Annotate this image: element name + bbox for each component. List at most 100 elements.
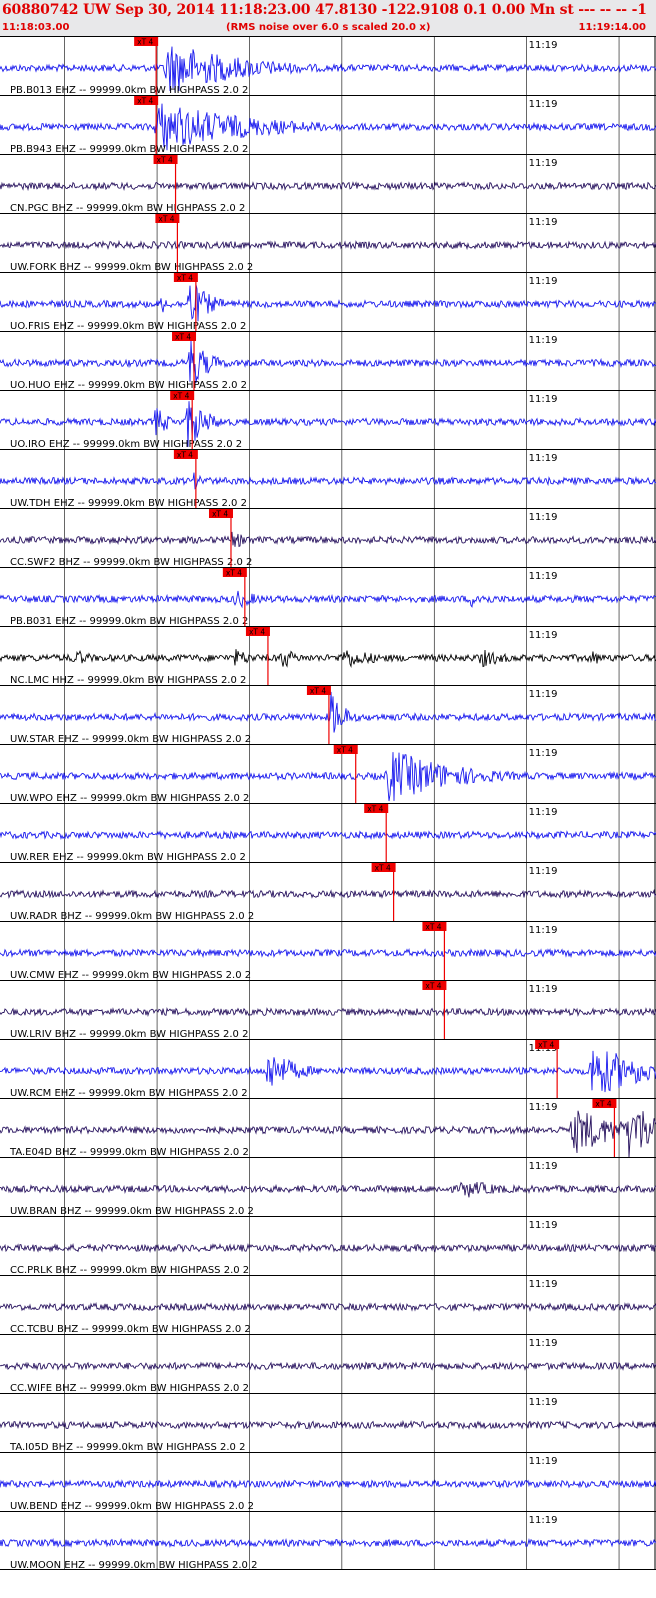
- pick-marker-flag: [535, 1040, 560, 1049]
- channel-row: 11:19 UW.LRIV BHZ -- 99999.0km BW HIGHPAS…: [0, 980, 656, 1040]
- channel-label: CC.WIFE BHZ -- 99999.0km BW HIGHPASS 2.0…: [10, 1383, 249, 1394]
- channel-row: 11:19 UW.TDH EHZ -- 99999.0km BW HIGHPASS…: [0, 449, 656, 509]
- minute-tick-label: 11:19: [529, 1161, 558, 1172]
- minute-tick-label: 11:19: [529, 99, 558, 110]
- channel-row: 11:19 UO.IRO EHZ -- 99999.0km BW HIGHPASS…: [0, 390, 656, 450]
- pick-marker-label: xT 4: [249, 628, 265, 637]
- channel-label: UW.CMW EHZ -- 99999.0km BW HIGHPASS 2.0 …: [10, 970, 251, 981]
- pick-marker-flag: [422, 922, 447, 931]
- waveform-trace: [0, 1181, 656, 1198]
- pick-marker-label: xT 4: [137, 38, 153, 47]
- channel-row: 11:19 UW.BEND EHZ -- 99999.0km BW HIGHPAS…: [0, 1452, 656, 1512]
- channel-row: 11:19 UW.BRAN BHZ -- 99999.0km BW HIGHPAS…: [0, 1157, 656, 1217]
- waveform-trace: [0, 531, 656, 548]
- waveform-trace: [0, 1537, 656, 1548]
- seismogram-plot: 11:19 PB.B013 EHZ -- 99999.0km BW HIGHPAS…: [0, 36, 656, 1571]
- channel-row: 11:19 UO.HUO EHZ -- 99999.0km BW HIGHPASS…: [0, 331, 656, 391]
- pick-marker-label: xT 4: [158, 215, 174, 224]
- pick-marker-label: xT 4: [177, 451, 193, 460]
- pick-marker-flag: [172, 332, 197, 341]
- pick-marker-label: xT 4: [367, 805, 383, 814]
- rms-note: (RMS noise over 6.0 s scaled 20.0 x): [226, 22, 431, 33]
- minute-tick-label: 11:19: [529, 217, 558, 228]
- channel-label: CN.PGC BHZ -- 99999.0km BW HIGHPASS 2.0 …: [10, 203, 245, 214]
- waveform-trace: [0, 888, 656, 899]
- pick-marker-flag: [134, 37, 159, 46]
- waveform-trace: [0, 752, 656, 802]
- channel-row: 11:19 UW.MOON EHZ -- 99999.0km BW HIGHPAS…: [0, 1511, 656, 1571]
- minute-tick-label: 11:19: [529, 394, 558, 405]
- minute-tick-label: 11:19: [529, 453, 558, 464]
- waveform-trace: [0, 1419, 656, 1430]
- minute-tick-label: 11:19: [529, 984, 558, 995]
- waveform-trace: [0, 1242, 656, 1254]
- channel-row: 11:19 TA.E04D BHZ -- 99999.0km BW HIGHPAS…: [0, 1098, 656, 1158]
- channel-label: UO.HUO EHZ -- 99999.0km BW HIGHPASS 2.0 …: [10, 380, 247, 391]
- minute-tick-label: 11:19: [529, 925, 558, 936]
- minute-tick-label: 11:19: [529, 1338, 558, 1349]
- minute-tick-label: 11:19: [529, 1279, 558, 1290]
- pick-marker-label: xT 4: [157, 156, 173, 165]
- channel-label: UW.WPO EHZ -- 99999.0km BW HIGHPASS 2.0 …: [10, 793, 249, 804]
- channel-row: 11:19 CN.PGC BHZ -- 99999.0km BW HIGHPASS…: [0, 154, 656, 214]
- channel-label: UW.MOON EHZ -- 99999.0km BW HIGHPASS 2.0…: [10, 1560, 257, 1571]
- pick-marker-label: xT 4: [425, 923, 441, 932]
- pick-marker-flag: [155, 214, 180, 223]
- channel-label: UW.BRAN BHZ -- 99999.0km BW HIGHPASS 2.0…: [10, 1206, 254, 1217]
- channel-row: 11:19 UW.WPO EHZ -- 99999.0km BW HIGHPASS…: [0, 744, 656, 804]
- pick-marker-label: xT 4: [173, 392, 189, 401]
- pick-marker-label: xT 4: [137, 97, 153, 106]
- channel-label: UW.BEND EHZ -- 99999.0km BW HIGHPASS 2.0…: [10, 1501, 254, 1512]
- window-start-time: 11:18:03.00: [2, 22, 70, 33]
- pick-marker-flag: [371, 863, 396, 872]
- header-bar: 60880742 UW Sep 30, 2014 11:18:23.00 47.…: [0, 0, 656, 36]
- pick-marker-label: xT 4: [425, 982, 441, 991]
- channel-label: UW.FORK BHZ -- 99999.0km BW HIGHPASS 2.0…: [10, 262, 253, 273]
- pick-marker-flag: [222, 568, 247, 577]
- channel-row: 11:19 PB.B031 EHZ -- 99999.0km BW HIGHPAS…: [0, 567, 656, 627]
- pick-marker-flag: [173, 450, 198, 459]
- pick-marker-flag: [134, 96, 159, 105]
- minute-tick-label: 11:19: [529, 276, 558, 287]
- channel-label: UW.STAR EHZ -- 99999.0km BW HIGHPASS 2.0…: [10, 734, 251, 745]
- minute-tick-label: 11:19: [529, 1397, 558, 1408]
- pick-marker-label: xT 4: [226, 569, 242, 578]
- channel-label: UW.RADR BHZ -- 99999.0km BW HIGHPASS 2.0…: [10, 911, 254, 922]
- waveform-trace: [0, 1479, 656, 1489]
- minute-tick-label: 11:19: [529, 571, 558, 582]
- pick-marker-label: xT 4: [212, 510, 228, 519]
- pick-marker-label: xT 4: [310, 687, 326, 696]
- channel-row: 11:19 CC.TCBU BHZ -- 99999.0km BW HIGHPAS…: [0, 1275, 656, 1335]
- pick-marker-flag: [153, 155, 178, 164]
- channel-label: TA.I05D BHZ -- 99999.0km BW HIGHPASS 2.0…: [9, 1442, 245, 1453]
- channel-row: 11:19 UW.RER EHZ -- 99999.0km BW HIGHPASS…: [0, 803, 656, 863]
- minute-tick-label: 11:19: [529, 689, 558, 700]
- waveform-trace: [0, 284, 656, 322]
- pick-marker-flag: [306, 686, 331, 695]
- window-end-time: 11:19:14.00: [578, 22, 646, 33]
- channel-label: PB.B031 EHZ -- 99999.0km BW HIGHPASS 2.0…: [10, 616, 248, 627]
- channel-label: PB.B013 EHZ -- 99999.0km BW HIGHPASS 2.0…: [10, 85, 248, 96]
- waveform-trace: [0, 691, 656, 733]
- channel-label: UW.TDH EHZ -- 99999.0km BW HIGHPASS 2.0 …: [10, 498, 247, 509]
- pick-marker-label: xT 4: [538, 1041, 554, 1050]
- waveform-trace: [0, 1302, 656, 1312]
- channel-label: UO.IRO EHZ -- 99999.0km BW HIGHPASS 2.0 …: [10, 439, 242, 450]
- channel-label: UW.LRIV BHZ -- 99999.0km BW HIGHPASS 2.0…: [10, 1029, 248, 1040]
- channel-label: UW.RER EHZ -- 99999.0km BW HIGHPASS 2.0 …: [10, 852, 246, 863]
- channel-row: 11:19 UO.FRIS EHZ -- 99999.0km BW HIGHPAS…: [0, 272, 656, 332]
- channel-row: 11:19 TA.I05D BHZ -- 99999.0km BW HIGHPAS…: [0, 1393, 656, 1453]
- pick-marker-flag: [245, 627, 270, 636]
- minute-tick-label: 11:19: [529, 512, 558, 523]
- channel-label: UW.RCM EHZ -- 99999.0km BW HIGHPASS 2.0 …: [10, 1088, 248, 1099]
- pick-marker-flag: [422, 981, 447, 990]
- minute-tick-label: 11:19: [529, 1102, 558, 1113]
- channel-label: CC.SWF2 BHZ -- 99999.0km BW HIGHPASS 2.0…: [10, 557, 252, 568]
- channel-row: 11:19 UW.RADR BHZ -- 99999.0km BW HIGHPAS…: [0, 862, 656, 922]
- minute-tick-label: 11:19: [529, 1515, 558, 1526]
- waveform-trace: [0, 401, 656, 447]
- pick-marker-label: xT 4: [177, 274, 193, 283]
- waveform-trace: [0, 239, 656, 251]
- waveform-trace: [0, 46, 656, 93]
